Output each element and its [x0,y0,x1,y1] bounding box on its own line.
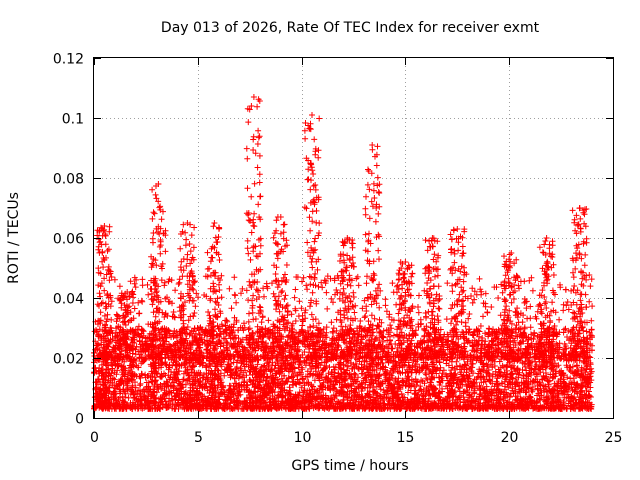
data-points [91,94,596,412]
data-point [463,362,469,369]
data-point [330,325,337,332]
data-point [564,374,571,381]
data-point [208,381,215,388]
data-point [488,386,495,393]
data-point [385,401,392,408]
data-point [230,359,237,366]
data-point [362,384,369,391]
data-point [476,333,482,340]
data-point [139,327,146,334]
data-point [395,379,402,386]
data-point [405,389,411,396]
data-point [377,365,384,372]
data-point [564,334,570,340]
data-point [418,377,425,384]
data-point [390,332,397,339]
data-point [314,339,321,346]
data-point [464,358,471,365]
data-point [552,368,559,375]
data-point [461,396,468,403]
data-point [534,385,541,392]
data-point [163,384,170,390]
data-point [334,341,341,348]
chart-title: Day 013 of 2026, Rate Of TEC Index for r… [161,20,540,36]
data-point [450,393,457,400]
data-point [98,361,105,368]
data-point [243,372,250,379]
data-point [271,365,278,372]
data-point [377,400,384,407]
data-point [411,390,418,397]
data-point [343,358,350,365]
data-point [355,365,362,372]
data-point [538,392,545,399]
data-point [439,370,446,377]
data-point [329,328,336,335]
data-point [412,387,419,394]
data-point [152,377,159,384]
data-point [241,378,248,385]
data-point [562,343,569,349]
data-point [309,386,315,393]
data-point [269,359,276,366]
data-point [421,380,428,387]
data-point [137,380,144,387]
data-point [299,366,306,373]
data-point [167,400,174,406]
data-point [224,340,231,347]
data-point [286,384,293,391]
data-point [482,338,489,345]
data-point [545,381,552,388]
data-point [196,332,203,339]
data-point [387,337,393,343]
data-point [417,383,424,390]
data-point [324,357,331,364]
data-point [555,362,562,369]
data-point [414,379,421,386]
data-point [213,362,220,369]
data-point [466,365,472,372]
